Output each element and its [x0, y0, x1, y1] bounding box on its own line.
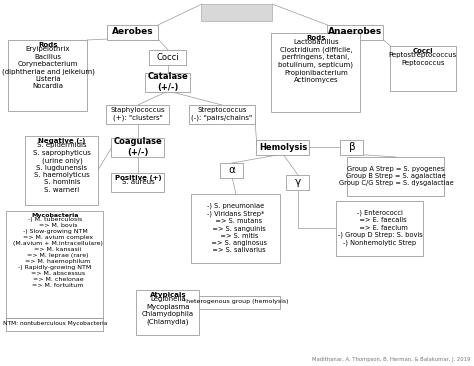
- Text: Rods: Rods: [306, 35, 326, 41]
- FancyBboxPatch shape: [272, 33, 361, 112]
- Text: γ: γ: [295, 177, 301, 187]
- FancyBboxPatch shape: [7, 317, 103, 330]
- Text: Madithanar, A. Thompson, B. Herman, & Balakumar, J. 2019: Madithanar, A. Thompson, B. Herman, & Ba…: [311, 357, 470, 362]
- Text: Coagulase
(+/-): Coagulase (+/-): [114, 137, 163, 157]
- FancyBboxPatch shape: [7, 210, 103, 317]
- Text: Atypicals: Atypicals: [150, 292, 186, 298]
- Text: Mycobacteria: Mycobacteria: [31, 213, 79, 218]
- FancyBboxPatch shape: [256, 139, 310, 154]
- FancyBboxPatch shape: [26, 135, 99, 205]
- Text: α: α: [228, 165, 236, 175]
- FancyBboxPatch shape: [108, 25, 158, 40]
- Text: S. epidermidis
S. saprophyticus
(urine only)
S. lugdunensis
S. haemolyticus
S. h: S. epidermidis S. saprophyticus (urine o…: [33, 142, 91, 193]
- Text: Catalase
(+/-): Catalase (+/-): [147, 72, 188, 92]
- Text: -) M. tuberculosis
   => M. bovis
-) Slow-growing NTM
   => M. avium complex
   : -) M. tuberculosis => M. bovis -) Slow-g…: [7, 217, 103, 288]
- Text: β: β: [349, 142, 356, 152]
- FancyBboxPatch shape: [347, 157, 445, 195]
- FancyBboxPatch shape: [220, 163, 244, 178]
- FancyBboxPatch shape: [111, 172, 164, 191]
- FancyBboxPatch shape: [146, 72, 191, 92]
- Text: Eryipelothrix
Bacillus
Corynebacterium
(diphtheriae and jeikeium)
Listeria
Nocar: Eryipelothrix Bacillus Corynebacterium (…: [1, 46, 94, 89]
- FancyBboxPatch shape: [201, 4, 273, 20]
- Text: Cocci: Cocci: [413, 48, 433, 54]
- Text: Hemolysis: Hemolysis: [259, 142, 307, 152]
- Text: -) Enterococci
   => E. faecalis
   => E. faecium
-) Group D Strep: S. bovis
-) : -) Enterococci => E. faecalis => E. faec…: [337, 210, 422, 246]
- Text: Aerobes: Aerobes: [112, 27, 154, 37]
- FancyBboxPatch shape: [337, 201, 423, 255]
- Text: Rods: Rods: [38, 42, 58, 48]
- Text: Streptococcus
(-): "pairs/chains": Streptococcus (-): "pairs/chains": [191, 107, 253, 121]
- Text: Anaerobes: Anaerobes: [328, 27, 382, 37]
- FancyBboxPatch shape: [137, 290, 200, 335]
- Text: Cocci: Cocci: [157, 52, 179, 61]
- Text: -) S. pneumoniae
-) Viridans Strep*
   => S. mutans
   => S. sanguinis
   => S. : -) S. pneumoniae -) Viridans Strep* => S…: [205, 203, 267, 253]
- FancyBboxPatch shape: [191, 295, 281, 309]
- FancyBboxPatch shape: [189, 105, 255, 123]
- Text: S. aureus: S. aureus: [122, 179, 155, 186]
- Text: Lactobacillus
Clostridium (difficile,
perfringens, tetani,
botulinum, septicum)
: Lactobacillus Clostridium (difficile, pe…: [279, 40, 354, 83]
- Text: Legionella
Mycoplasma
Chlamydophila
(Chlamydia): Legionella Mycoplasma Chlamydophila (Chl…: [142, 296, 194, 325]
- FancyBboxPatch shape: [111, 138, 164, 157]
- FancyBboxPatch shape: [149, 49, 186, 64]
- Text: Staphylococcus
(+): "clusters": Staphylococcus (+): "clusters": [111, 107, 165, 121]
- FancyBboxPatch shape: [107, 105, 170, 123]
- Text: Positive (+): Positive (+): [115, 175, 161, 181]
- FancyBboxPatch shape: [9, 40, 88, 111]
- Text: Peptostreptococcus
Peptococcus: Peptostreptococcus Peptococcus: [389, 52, 457, 66]
- FancyBboxPatch shape: [327, 25, 383, 40]
- Text: Negative (-): Negative (-): [38, 138, 86, 144]
- FancyBboxPatch shape: [390, 45, 456, 90]
- Text: Group A Strep = S. pyogenes
Group B Strep = S. agalactiae
Group C/G Strep = S. d: Group A Strep = S. pyogenes Group B Stre…: [338, 166, 453, 186]
- Text: NTM: nontuberculous Mycobacteria: NTM: nontuberculous Mycobacteria: [3, 321, 107, 326]
- FancyBboxPatch shape: [286, 175, 310, 190]
- FancyBboxPatch shape: [191, 194, 281, 262]
- FancyBboxPatch shape: [340, 139, 364, 154]
- Text: *heterogenous group (hemolysis): *heterogenous group (hemolysis): [183, 299, 289, 305]
